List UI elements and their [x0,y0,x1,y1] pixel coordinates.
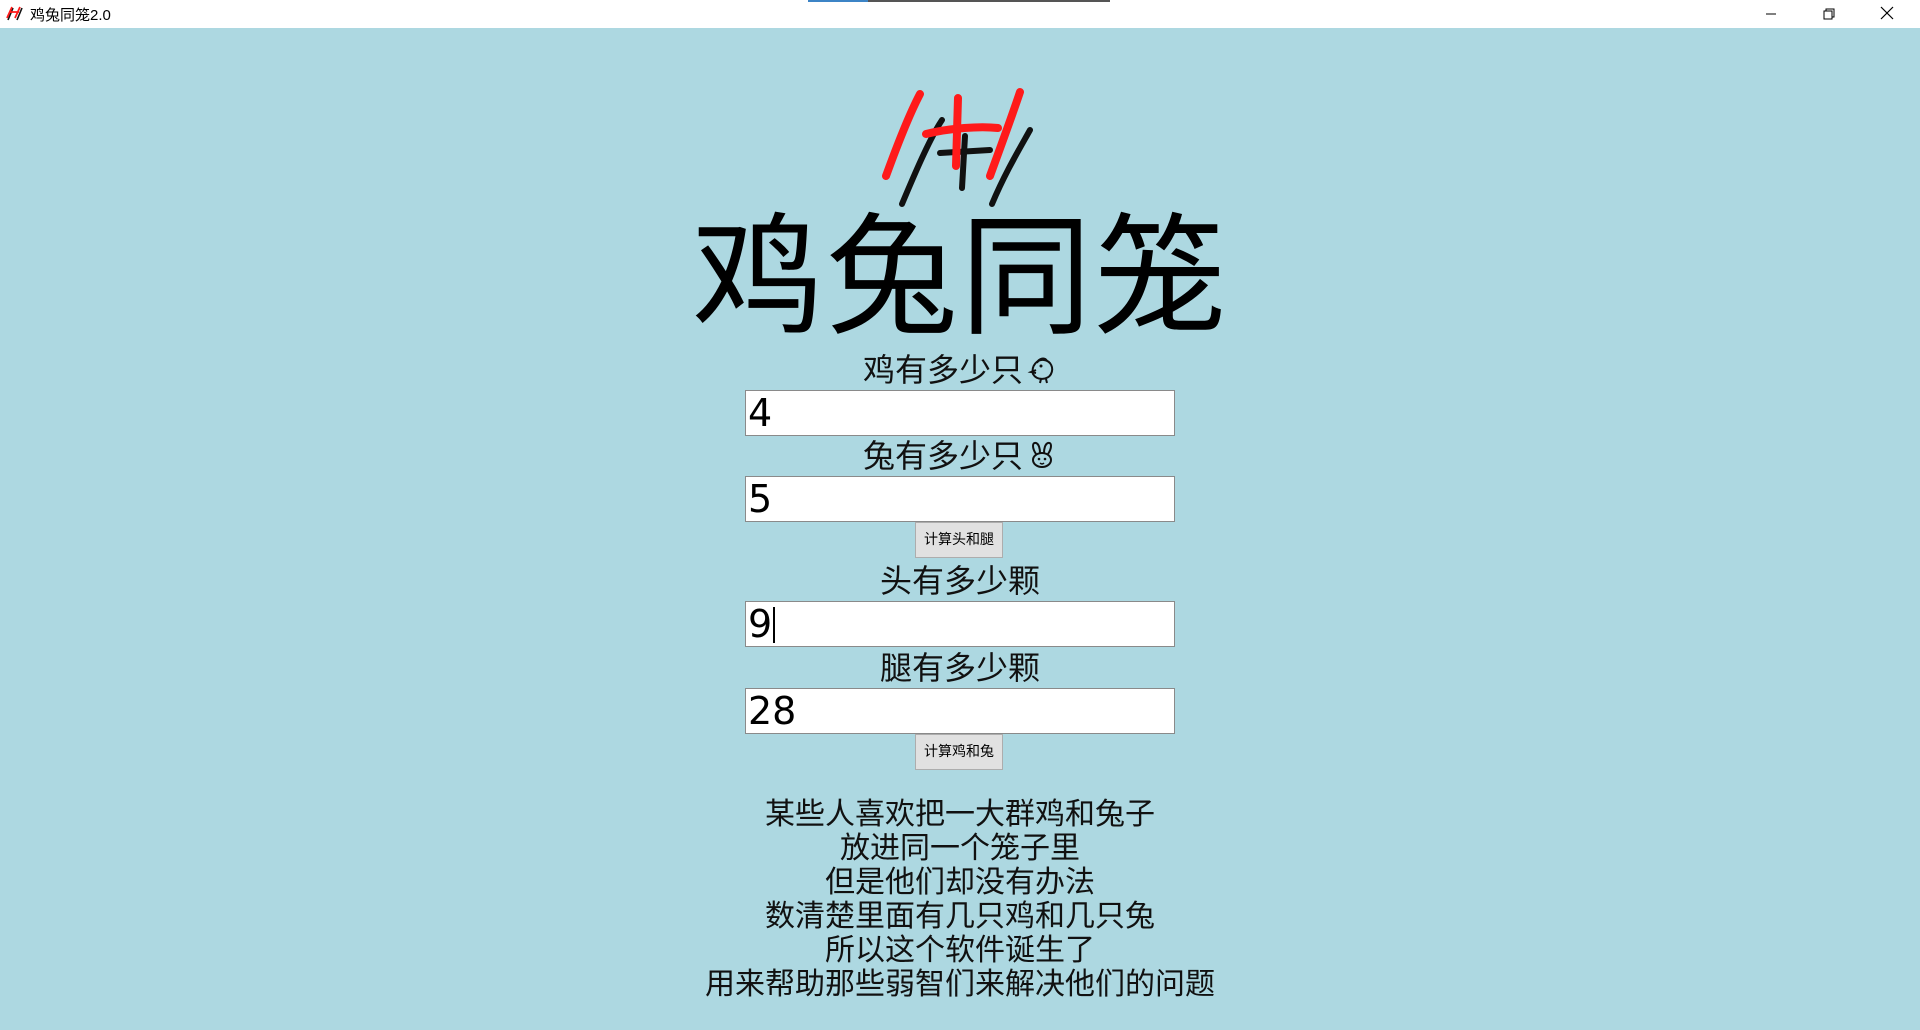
close-icon [1880,5,1894,24]
calc-heads-legs-button[interactable]: 计算头和腿 [915,522,1003,558]
minimize-button[interactable] [1742,0,1800,28]
legs-count-input[interactable]: 28 [745,688,1175,734]
chicken-label: 鸡有多少只 [660,350,1260,393]
chicken-icon [1027,353,1057,393]
chicken-label-text: 鸡有多少只 [862,351,1023,389]
heads-count-input[interactable]: 9 [745,601,1175,647]
rabbit-label-text: 兔有多少只 [862,437,1023,475]
heads-label: 头有多少颗 [879,562,1040,600]
description-line: 某些人喜欢把一大群鸡和兔子 [765,797,1155,832]
chicken-count-input[interactable]: 4 [745,390,1175,436]
loading-progress-fill [808,0,869,2]
heads-count-value: 9 [748,602,773,646]
description-line: 所以这个软件诞生了 [825,933,1095,968]
main-window: 鸡兔同笼 鸡有多少只 4 兔有多少只 5 计算头和腿 [0,28,1920,1030]
minimize-icon [1765,5,1777,24]
calc-chicken-rabbit-button[interactable]: 计算鸡和兔 [915,734,1003,770]
description-line: 数清楚里面有几只鸡和几只兔 [765,899,1155,934]
rabbit-count-input[interactable]: 5 [745,476,1175,522]
description-line: 但是他们却没有办法 [825,865,1095,900]
app-title: 鸡兔同笼 [692,201,1228,355]
logo-icon [6,5,24,23]
window-title: 鸡兔同笼2.0 [30,6,111,24]
description-line: 放进同一个笼子里 [840,831,1080,866]
text-cursor [773,606,776,643]
rabbit-icon [1027,439,1057,479]
description-text: 某些人喜欢把一大群鸡和兔子 放进同一个笼子里 但是他们却没有办法 数清楚里面有几… [560,798,1360,1002]
description-line: 用来帮助那些弱智们来解决他们的问题 [705,967,1215,1002]
close-button[interactable] [1858,0,1916,28]
legs-label: 腿有多少颗 [879,649,1040,687]
window-titlebar: 鸡兔同笼2.0 [0,0,1920,28]
rabbit-label: 兔有多少只 [660,436,1260,479]
restore-button[interactable] [1800,0,1858,28]
restore-icon [1823,5,1835,24]
loading-progress-bar [808,0,1110,2]
app-logo [870,58,1050,208]
